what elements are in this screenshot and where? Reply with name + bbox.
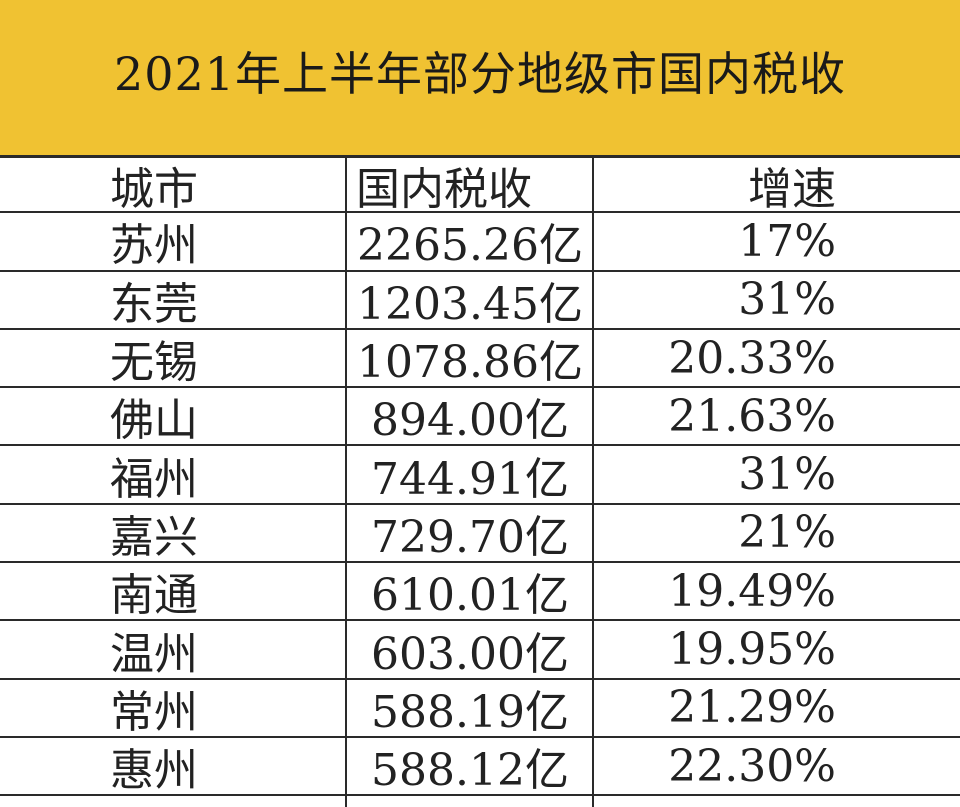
city-cell: 苏州 — [110, 220, 198, 272]
tax-cell: 729.70亿 — [371, 511, 569, 563]
tax-cell: 894.00亿 — [371, 395, 569, 447]
growth-cell: 17% — [738, 215, 836, 267]
page-title: 2021年上半年部分地级市国内税收 — [113, 46, 847, 101]
city-cell: 惠州 — [110, 745, 198, 797]
table-row: 嘉兴 729.70亿 21% — [0, 505, 960, 564]
tax-cell: 588.19亿 — [371, 686, 569, 738]
growth-cell: 19.95% — [668, 624, 836, 676]
tax-cell: 2265.26亿 — [357, 220, 583, 272]
tax-cell: 603.00亿 — [371, 628, 569, 680]
growth-cell: 31% — [738, 449, 836, 501]
tax-table: 城市 国内税收 增速 苏州 2265.26亿 17% 东莞 1203.45亿 3… — [0, 155, 960, 797]
city-cell: 嘉兴 — [110, 511, 198, 563]
city-cell: 常州 — [110, 686, 198, 738]
growth-cell: 19.49% — [668, 565, 836, 617]
table-row: 无锡 1078.86亿 20.33% — [0, 330, 960, 389]
header-growth: 增速 — [748, 163, 836, 215]
tax-cell: 744.91亿 — [371, 453, 569, 505]
table-row: 温州 603.00亿 19.95% — [0, 621, 960, 680]
table-row: 东莞 1203.45亿 31% — [0, 272, 960, 330]
tax-cell: 610.01亿 — [371, 570, 569, 622]
city-cell: 南通 — [110, 570, 198, 622]
header-tax: 国内税收 — [356, 163, 532, 215]
city-cell: 温州 — [110, 628, 198, 680]
title-band: 2021年上半年部分地级市国内税收 — [0, 0, 960, 155]
tax-cell: 1203.45亿 — [357, 278, 583, 330]
table-row: 福州 744.91亿 31% — [0, 446, 960, 505]
table-row: 苏州 2265.26亿 17% — [0, 213, 960, 272]
growth-cell: 21% — [738, 507, 836, 559]
table-row: 惠州 588.12亿 22.30% — [0, 738, 960, 797]
table-header-row: 城市 国内税收 增速 — [0, 155, 960, 215]
column-divider-1 — [345, 155, 347, 807]
tax-cell: 588.12亿 — [371, 745, 569, 797]
city-cell: 东莞 — [110, 278, 198, 330]
city-cell: 佛山 — [110, 395, 198, 447]
table-row: 南通 610.01亿 19.49% — [0, 563, 960, 622]
growth-cell: 22.30% — [668, 740, 836, 792]
table-row: 常州 588.19亿 21.29% — [0, 680, 960, 738]
growth-cell: 31% — [738, 274, 836, 326]
growth-cell: 20.33% — [668, 332, 836, 384]
column-divider-2 — [592, 155, 594, 807]
growth-cell: 21.63% — [668, 390, 836, 442]
growth-cell: 21.29% — [668, 682, 836, 734]
city-cell: 福州 — [110, 453, 198, 505]
city-cell: 无锡 — [110, 337, 198, 389]
tax-cell: 1078.86亿 — [357, 337, 583, 389]
table-row: 佛山 894.00亿 21.63% — [0, 388, 960, 447]
header-city: 城市 — [110, 163, 198, 215]
